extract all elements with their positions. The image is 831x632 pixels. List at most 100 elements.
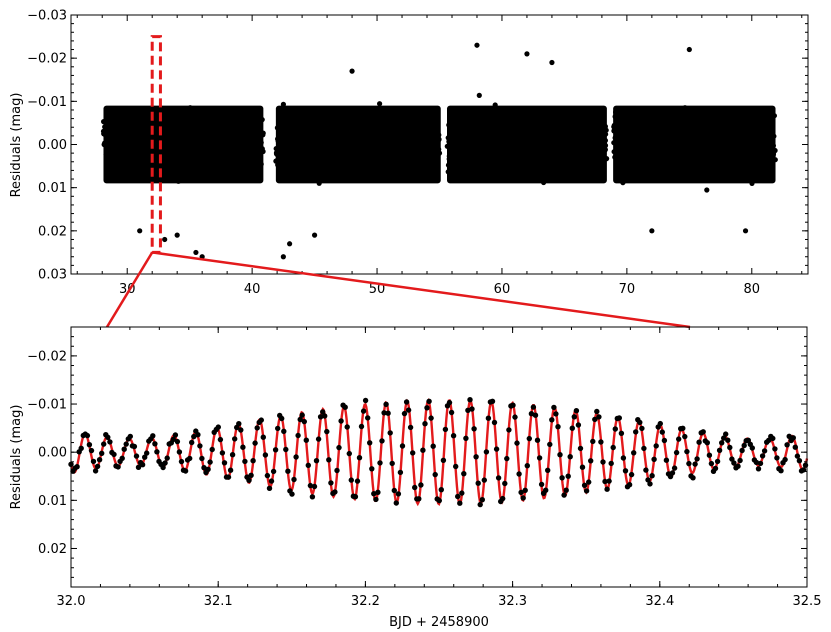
data-point: [669, 470, 676, 476]
scatter-point: [430, 164, 436, 170]
scatter-point: [201, 170, 208, 176]
scatter-point: [256, 160, 262, 167]
scatter-point: [214, 148, 220, 154]
scatter-point: [558, 145, 565, 151]
scatter-point: [344, 136, 350, 143]
data-point: [389, 460, 395, 467]
scatter-point: [644, 130, 650, 137]
data-point: [123, 441, 129, 447]
scatter-point: [614, 135, 620, 141]
scatter-point: [688, 145, 694, 151]
scatter-point: [599, 159, 605, 166]
data-point: [794, 453, 801, 459]
data-point: [604, 486, 610, 492]
scatter-point: [255, 119, 261, 125]
data-point: [96, 457, 103, 463]
scatter-point: [298, 145, 304, 151]
scatter-point: [411, 113, 418, 119]
data-point: [252, 440, 258, 446]
data-point: [336, 444, 342, 451]
scatter-point: [429, 129, 435, 135]
scatter-point: [424, 114, 430, 120]
data-point: [291, 476, 297, 483]
scatter-point: [454, 134, 460, 140]
scatter-point: [720, 132, 726, 138]
data-point: [258, 417, 264, 423]
data-point: [757, 460, 764, 467]
data-point: [700, 429, 706, 435]
data-point: [577, 445, 584, 452]
data-point: [745, 437, 751, 443]
y-tick-label: 0.02: [38, 224, 67, 239]
scatter-point: [708, 141, 714, 147]
scatter-point: [540, 124, 546, 131]
data-point: [240, 444, 246, 450]
scatter-point: [767, 132, 773, 138]
scatter-point: [154, 137, 160, 143]
scatter-point: [652, 128, 658, 134]
scatter-point: [121, 174, 127, 180]
scatter-point: [313, 123, 319, 129]
scatter-point: [333, 151, 339, 157]
data-point: [778, 468, 784, 474]
scatter-point: [178, 118, 184, 124]
scatter-point: [546, 134, 552, 141]
data-point: [522, 487, 528, 493]
data-point: [530, 404, 537, 410]
scatter-point: [519, 140, 525, 146]
scatter-point: [210, 141, 216, 147]
scatter-point: [287, 122, 293, 128]
scatter-point: [275, 138, 281, 144]
data-point: [491, 419, 498, 426]
scatter-point: [637, 144, 643, 150]
x-tick-label: 70: [619, 282, 636, 297]
scatter-point: [699, 152, 705, 158]
scatter-point: [749, 180, 755, 186]
data-point: [528, 411, 535, 417]
scatter-point: [618, 127, 624, 133]
scatter-point: [594, 151, 600, 157]
scatter-point: [329, 156, 335, 162]
data-point: [295, 432, 301, 439]
scatter-point: [654, 150, 660, 156]
data-point: [395, 491, 402, 497]
scatter-point: [236, 132, 242, 138]
scatter-point: [318, 147, 324, 153]
scatter-point: [393, 153, 399, 159]
scatter-point: [418, 142, 424, 148]
scatter-point: [497, 142, 503, 149]
scatter-point: [152, 120, 158, 126]
outlier-point: [311, 232, 318, 238]
data-point: [761, 448, 768, 454]
connector-right: [152, 251, 691, 329]
scatter-point: [395, 127, 401, 133]
scatter-point: [567, 141, 573, 147]
data-point: [784, 442, 790, 448]
scatter-point: [588, 159, 595, 165]
scatter-point: [600, 154, 606, 160]
scatter-point: [273, 146, 279, 152]
data-point: [150, 433, 156, 439]
scatter-point: [635, 131, 641, 137]
scatter-point: [292, 149, 298, 155]
scatter-point: [336, 143, 342, 149]
scatter-point: [279, 166, 285, 173]
data-point: [84, 432, 91, 439]
scatter-point: [691, 123, 697, 130]
scatter-point: [742, 133, 748, 139]
data-point: [606, 478, 612, 484]
scatter-point: [141, 132, 147, 138]
data-point: [581, 482, 588, 488]
scatter-point: [701, 157, 707, 163]
scatter-point: [514, 176, 521, 183]
scatter-point: [664, 141, 670, 147]
scatter-point: [181, 145, 187, 151]
scatter-point: [475, 162, 481, 168]
scatter-point: [445, 162, 452, 168]
scatter-point: [641, 141, 647, 147]
data-point: [428, 415, 434, 421]
scatter-point: [238, 125, 244, 131]
scatter-point: [396, 115, 402, 121]
scatter-point: [383, 165, 389, 171]
data-point: [266, 485, 273, 491]
